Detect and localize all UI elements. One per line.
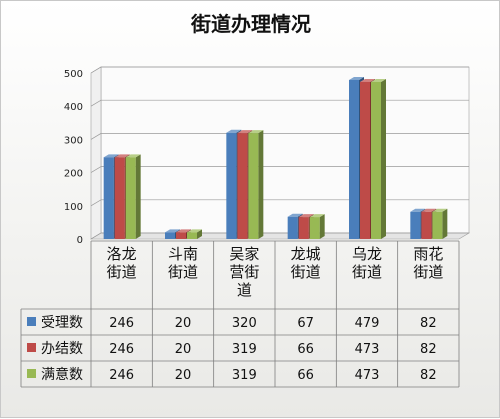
bar-side [258,130,264,239]
bar-side [442,208,448,239]
legend-label: 满意数 [41,366,83,383]
bar-top [114,154,130,158]
legend-label: 受理数 [41,315,83,331]
bar-side [135,154,141,239]
data-label: 82 [420,368,437,383]
plot-side-wall [90,66,102,240]
bar-top [176,229,191,233]
bar [103,157,114,239]
bar-top [349,76,364,80]
bar-top [360,78,375,82]
legend-key [27,369,36,378]
data-label: 67 [297,316,314,331]
bar [360,81,370,240]
y-tick-label: 300 [64,135,83,146]
data-label: 479 [355,316,380,331]
x-tick-label: 乌龙 [352,245,382,263]
data-label: 473 [355,342,380,357]
x-tick-label: 洛龙 [107,245,137,263]
data-label: 82 [420,316,437,331]
x-tick-label: 街道 [291,263,321,281]
y-tick-label: 400 [64,102,83,113]
data-label: 20 [175,342,192,357]
data-label: 20 [175,316,192,331]
bar-top [165,229,180,233]
bar-side [381,78,386,240]
x-tick-label: 斗南 [168,245,198,263]
x-tick-label: 道 [237,281,252,299]
bar [176,232,186,239]
gridline [90,199,469,207]
legend-label: 办结数 [41,341,83,357]
bar-top [287,213,303,217]
gridline [90,66,469,74]
bar-top [125,154,141,158]
y-tick-label: 200 [64,169,83,180]
data-label: 66 [297,342,314,357]
y-tick-label: 500 [64,69,83,80]
data-label: 320 [232,316,257,331]
bar [298,217,309,239]
bar-top [103,154,119,158]
x-tick-label: 龙城 [291,245,321,263]
bar [187,232,197,239]
bar [114,157,125,239]
data-label: 246 [109,316,134,331]
bar-top [237,130,253,134]
bar [165,232,175,239]
legend-key [27,317,36,326]
data-label: 319 [232,368,257,383]
bar [371,81,381,240]
data-label: 319 [232,342,257,357]
data-label: 246 [109,368,134,383]
data-label: 82 [420,342,437,357]
bar [432,211,443,239]
plot-back-wall [100,66,470,234]
bar [287,216,298,239]
bar-top [371,78,386,82]
bar [125,157,136,239]
bar-top [298,214,314,218]
chart-title: 街道办理情况 [190,12,311,36]
data-label: 246 [109,342,134,357]
bar-top [432,208,448,212]
bar-top [187,229,202,233]
x-tick-label: 街道 [168,263,198,281]
x-tick-label: 吴家 [229,245,259,263]
x-tick-label: 雨花 [413,245,443,263]
data-label: 20 [175,368,192,383]
bar-top [226,129,242,133]
y-tick-label: 0 [77,235,83,246]
gridline [90,133,469,140]
gridline [90,99,469,107]
bar-side [319,214,325,239]
gridline [90,166,469,173]
x-tick-label: 营街 [229,263,259,281]
bar-top [421,208,437,212]
bar-top [309,214,325,218]
data-label: 473 [355,368,380,383]
x-tick-label: 街道 [413,263,443,281]
bar-side [197,229,202,239]
x-tick-label: 街道 [107,263,137,281]
bar-top [410,208,426,212]
bar [309,217,320,239]
bar [421,211,432,239]
bar [248,133,259,239]
bar-top [248,130,264,134]
bar [237,133,248,239]
bar [410,211,421,239]
bar [349,79,359,239]
legend-key [27,343,36,352]
x-tick-label: 街道 [352,263,382,281]
data-label: 66 [297,368,314,383]
gridline [90,232,469,240]
bar [226,132,237,239]
y-tick-label: 100 [64,202,83,213]
